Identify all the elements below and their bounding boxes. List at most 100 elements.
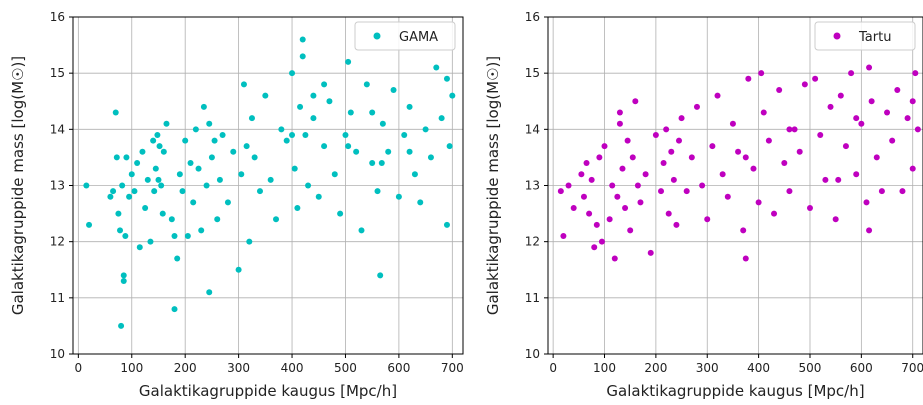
data-point [147,238,154,245]
legend-marker [373,32,381,40]
y-tick-label: 16 [50,10,65,24]
data-point [291,165,298,172]
data-point [119,182,126,189]
data-point [192,126,199,133]
data-point [342,131,349,138]
data-point [385,148,392,155]
data-point [251,154,258,161]
data-point [835,176,842,183]
legend-marker [833,32,841,40]
data-point [909,165,916,172]
data-point [678,115,685,122]
data-point [216,176,223,183]
data-point [557,188,564,195]
data-point [565,182,572,189]
data-point [709,143,716,150]
y-tick-label: 10 [525,347,540,361]
data-point [347,109,354,116]
data-point [240,81,247,88]
data-point [796,148,803,155]
data-point [583,160,590,167]
data-point [211,137,218,144]
data-point [837,92,844,99]
data-point [866,227,873,234]
data-point [632,98,639,105]
legend-gama: GAMA [354,21,456,51]
data-point [853,115,860,122]
data-point [889,137,896,144]
data-point [443,75,450,82]
data-point [134,160,141,167]
data-point [411,171,418,178]
data-point [868,98,875,105]
data-point [345,143,352,150]
data-point [345,58,352,65]
y-axis-label: Galaktikagruppide mass [log(M☉)] [9,56,27,315]
data-point [289,131,296,138]
data-point [724,193,731,200]
data-point [433,64,440,71]
data-point [156,143,163,150]
data-point [750,165,757,172]
data-point [742,255,749,262]
x-tick-label: 600 [387,361,410,375]
data-point [294,204,301,211]
data-point [894,87,901,94]
data-point [606,216,613,223]
plot-panel-tartu: 0 100 200 300 400 500 600 700 10 11 12 13 14 15 16 Gala… [484,10,923,400]
data-point [310,115,317,122]
data-point [390,87,397,94]
y-tick-label: 13 [50,179,65,193]
data-point [160,148,167,155]
y-tick-label: 16 [525,10,540,24]
data-point [801,81,808,88]
data-point [827,103,834,110]
x-tick-label: 600 [850,361,873,375]
data-point [745,75,752,82]
data-point [438,115,445,122]
data-point [179,188,186,195]
data-point [899,188,906,195]
data-point [740,227,747,234]
data-point [110,188,117,195]
data-point [289,70,296,77]
data-point [873,154,880,161]
data-point [168,216,175,223]
data-point [588,176,595,183]
data-point [719,171,726,178]
data-point [243,143,250,150]
y-tick-label: 10 [50,347,65,361]
data-point [206,289,213,296]
y-tick-label: 12 [50,235,65,249]
data-point [806,204,813,211]
data-point [427,154,434,161]
legend-box [814,21,916,51]
data-point [299,53,306,60]
data-point [637,199,644,206]
data-point [163,120,170,127]
data-point [353,148,360,155]
data-point [755,199,762,206]
data-point [112,109,119,116]
legend-label: Tartu [858,30,891,45]
y-tick-label: 15 [525,66,540,80]
y-tick-label: 14 [50,122,65,136]
data-point [693,103,700,110]
data-point [310,92,317,99]
data-point [776,87,783,94]
data-point [151,188,158,195]
data-point [321,81,328,88]
x-tick-label: 400 [281,361,304,375]
data-point [765,137,772,144]
data-point [120,277,127,284]
data-point [176,171,183,178]
data-point [203,182,210,189]
data-point [812,75,819,82]
x-axis-label: Galaktikagruppide kaugus [Mpc/h] [606,382,864,400]
data-point [560,233,567,240]
x-axis-label: Galaktikagruppide kaugus [Mpc/h] [139,382,397,400]
data-point [683,188,690,195]
data-point [904,115,911,122]
data-point [909,98,916,105]
data-point [273,216,280,223]
